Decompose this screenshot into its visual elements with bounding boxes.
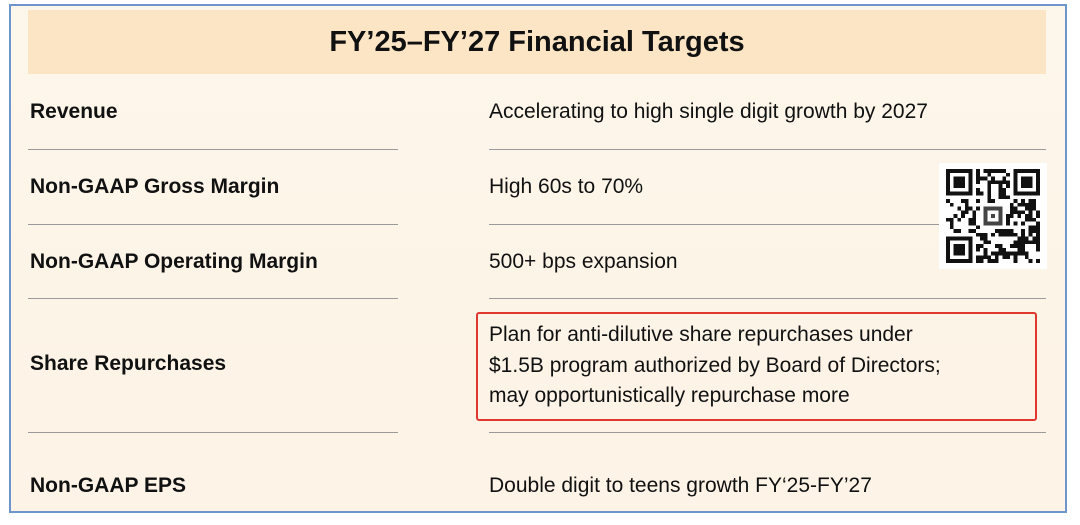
row-label-share-repurchases: Share Repurchases (30, 352, 227, 375)
row-value-share-repurchases-line-2: $1.5B program authorized by Board of Dir… (489, 354, 941, 377)
slide-frame (9, 4, 1067, 513)
divider (489, 149, 1046, 150)
row-value-operating-margin: 500+ bps expansion (489, 250, 678, 273)
divider (489, 432, 1046, 433)
divider (489, 224, 1046, 225)
divider (489, 298, 1046, 299)
title-bar: FY’25–FY’27 Financial Targets (28, 10, 1046, 74)
row-label-eps: Non-GAAP EPS (30, 474, 186, 497)
qr-code-graphic (946, 169, 1040, 263)
qr-code-icon[interactable] (939, 163, 1047, 269)
row-value-revenue: Accelerating to high single digit growth… (489, 100, 928, 123)
row-value-gross-margin: High 60s to 70% (489, 175, 644, 198)
page-title: FY’25–FY’27 Financial Targets (329, 25, 745, 58)
divider (28, 298, 398, 299)
divider (28, 149, 398, 150)
row-label-gross-margin: Non-GAAP Gross Margin (30, 175, 280, 198)
row-value-share-repurchases-line-3: may opportunistically repurchase more (489, 384, 850, 407)
row-value-eps: Double digit to teens growth FY‘25-FY’27 (489, 474, 872, 497)
row-label-operating-margin: Non-GAAP Operating Margin (30, 250, 318, 273)
divider (28, 432, 398, 433)
row-value-share-repurchases-line-1: Plan for anti-dilutive share repurchases… (489, 323, 913, 346)
divider (28, 224, 398, 225)
row-label-revenue: Revenue (30, 100, 118, 123)
highlight-box (476, 312, 1037, 421)
